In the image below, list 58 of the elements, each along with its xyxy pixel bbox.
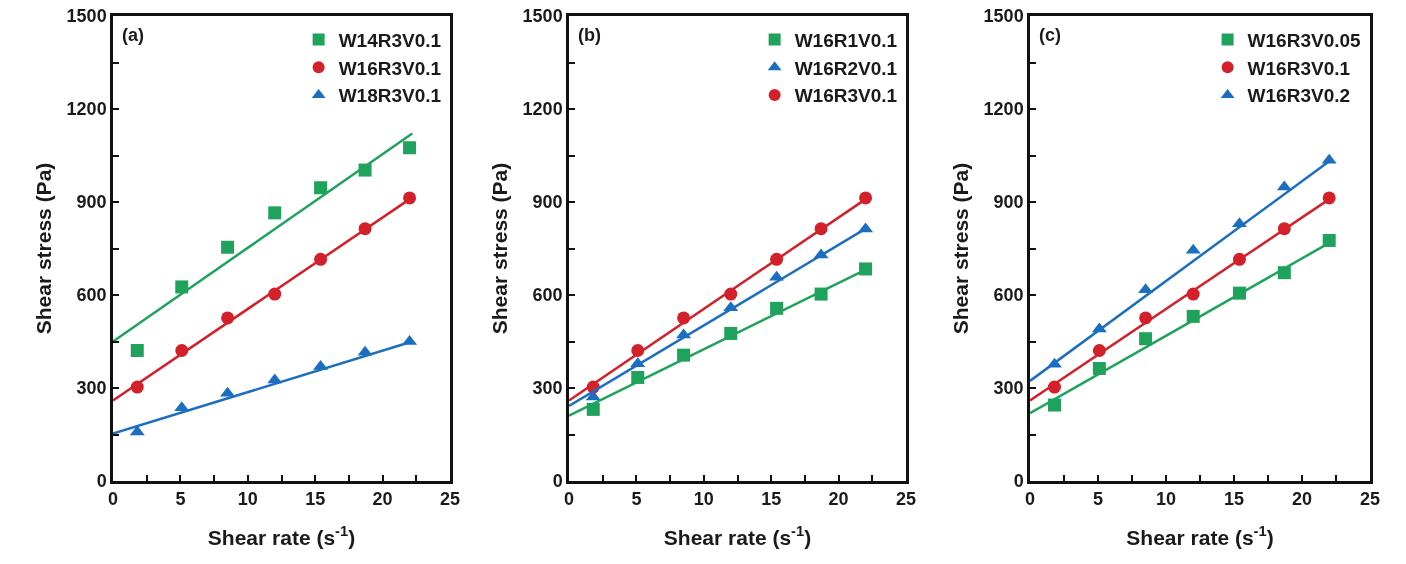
legend-label: W16R3V0.2 <box>1247 85 1351 107</box>
point <box>268 206 282 220</box>
text: (a) <box>122 25 144 45</box>
x-tick-label: 5 <box>1092 489 1104 510</box>
legend-label: W16R3V0.1 <box>794 85 898 107</box>
point <box>221 240 235 254</box>
x-tick-label: 20 <box>372 489 393 510</box>
y-tick-label: 1200 <box>983 99 1024 120</box>
legend-label: W16R1V0.1 <box>794 29 898 51</box>
y-tick-label: 600 <box>532 285 563 306</box>
y-tick-label: 900 <box>993 192 1024 213</box>
legend-label: W18R3V0.1 <box>338 85 442 107</box>
y-tick-label: 1200 <box>66 99 107 120</box>
y-tick-label: 900 <box>532 192 563 213</box>
y-tick-label: 1500 <box>983 6 1024 27</box>
x-tick-label: 15 <box>1223 489 1245 510</box>
legend-label: W16R2V0.1 <box>794 57 898 79</box>
y-tick-label: 300 <box>532 378 563 399</box>
y-tick-label: 900 <box>76 192 107 213</box>
legend-label: W16R3V0.1 <box>1247 57 1351 79</box>
x-tick-label: 15 <box>305 489 326 510</box>
x-tick-label: 10 <box>237 489 258 510</box>
point <box>314 181 328 195</box>
y-tick-label: 300 <box>993 378 1024 399</box>
x-tick-label: 25 <box>439 489 461 510</box>
x-tick-label: 15 <box>761 489 782 510</box>
x-tick-label: 25 <box>895 489 917 510</box>
y-tick-label: 300 <box>76 378 107 399</box>
y-tick-label: 1500 <box>522 6 563 27</box>
y-axis-title: Shear stress (Pa) <box>948 162 972 335</box>
y-tick-label: 0 <box>1013 471 1024 492</box>
point <box>403 141 417 155</box>
x-tick-label: 20 <box>828 489 849 510</box>
legend-label: W16R3V0.05 <box>1247 29 1362 51</box>
legend-label: W14R3V0.1 <box>338 29 442 51</box>
y-tick-label: 1200 <box>522 99 563 120</box>
y-axis-title: Shear stress (Pa) <box>487 162 511 335</box>
y-tick-label: 1500 <box>66 6 107 27</box>
x-axis-title: Shear rate (s$^{-1}$) <box>207 522 356 549</box>
x-tick-label: 5 <box>631 489 642 510</box>
y-tick-label: 600 <box>76 285 107 306</box>
x-tick-label: 10 <box>1155 489 1177 510</box>
x-axis-title: Shear rate (s$^{-1}$) <box>663 522 812 549</box>
x-tick-label: 20 <box>1291 489 1313 510</box>
y-tick-label: 600 <box>993 285 1024 306</box>
x-tick-label: 10 <box>693 489 714 510</box>
text: (b) <box>578 25 601 45</box>
point <box>175 280 189 294</box>
y-tick-label: 0 <box>552 471 563 492</box>
x-tick-label: 25 <box>1359 489 1381 510</box>
point <box>1139 332 1153 346</box>
x-axis-title: Shear rate (s$^{-1}$) <box>1126 522 1274 549</box>
text: (c) <box>1039 25 1061 45</box>
y-axis-title: Shear stress (Pa) <box>31 162 55 335</box>
y-tick-label: 0 <box>96 471 107 492</box>
point <box>130 343 144 357</box>
x-tick-label: 5 <box>175 489 186 510</box>
legend-label: W16R3V0.1 <box>338 57 442 79</box>
